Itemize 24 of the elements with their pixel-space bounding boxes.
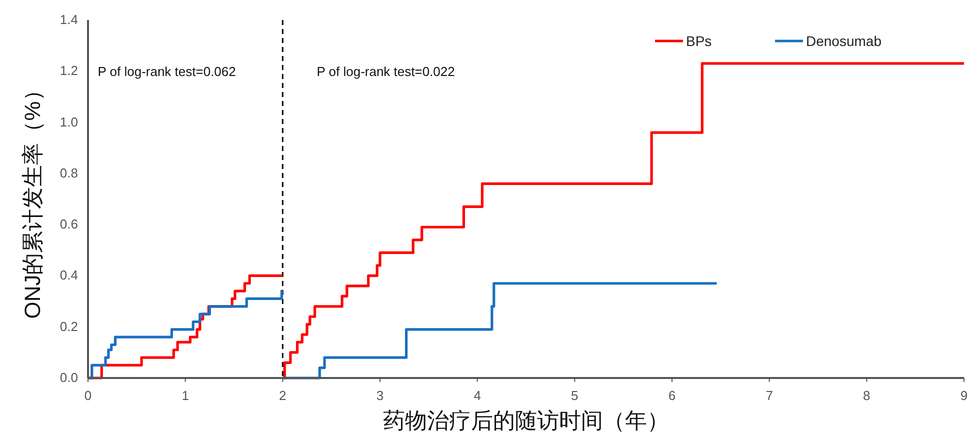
- x-tick-label: 9: [960, 388, 968, 403]
- y-tick-label: 0.8: [60, 165, 78, 180]
- y-tick-label: 1.2: [60, 63, 78, 78]
- x-tick-label: 7: [766, 388, 773, 403]
- x-tick-label: 5: [571, 388, 578, 403]
- x-axis-title: 药物治疗后的随访时间（年）: [383, 408, 669, 433]
- y-tick-label: 1.4: [60, 12, 78, 27]
- x-tick-label: 3: [376, 388, 384, 403]
- x-tick-label: 1: [182, 388, 189, 403]
- y-axis-title: ONJ的累计发生率（%）: [20, 79, 45, 319]
- x-tick-label: 8: [863, 388, 870, 403]
- legend-label: BPs: [686, 33, 712, 49]
- y-tick-label: 0.6: [60, 216, 78, 232]
- annotation: P of log-rank test=0.062: [98, 64, 236, 80]
- y-tick-label: 1.0: [60, 114, 78, 130]
- y-tick-label: 0.2: [60, 318, 78, 334]
- x-tick-label: 0: [84, 388, 92, 403]
- x-tick-label: 4: [474, 388, 481, 403]
- y-tick-label: 0.0: [60, 370, 78, 385]
- legend-label: Denosumab: [806, 33, 882, 49]
- x-tick-label: 2: [279, 388, 286, 403]
- x-tick-label: 6: [668, 388, 676, 403]
- y-tick-label: 0.4: [60, 268, 78, 283]
- annotation: P of log-rank test=0.022: [316, 64, 455, 80]
